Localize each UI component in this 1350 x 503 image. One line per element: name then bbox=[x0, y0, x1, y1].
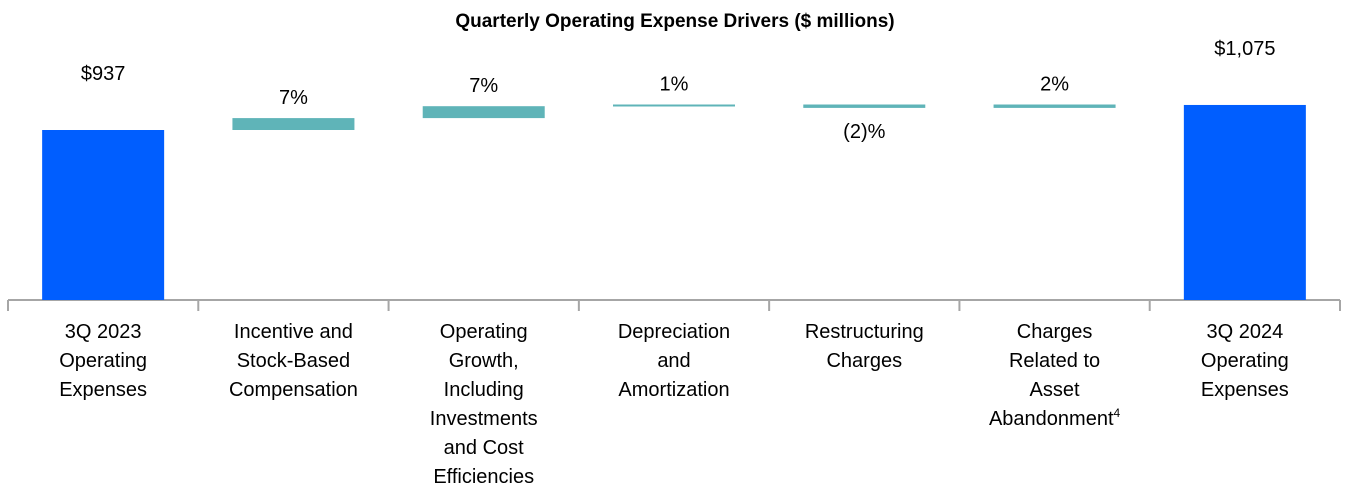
x-tick-label: Expenses bbox=[1201, 379, 1289, 401]
x-tick-label: Amortization bbox=[618, 379, 729, 401]
delta-bar bbox=[422, 106, 545, 119]
data-label: (2)% bbox=[843, 121, 885, 143]
x-tick-label: 3Q 2024 bbox=[1206, 321, 1283, 343]
footnote-marker: 4 bbox=[1114, 406, 1121, 420]
data-label: 7% bbox=[279, 87, 308, 109]
x-tick-label: 3Q 2023 bbox=[65, 321, 142, 343]
x-tick-label: Compensation bbox=[229, 379, 358, 401]
x-tick-label: Charges bbox=[1017, 321, 1093, 343]
data-label: 1% bbox=[660, 74, 689, 96]
delta-bar bbox=[993, 104, 1116, 108]
x-tick-label: Including bbox=[444, 379, 524, 401]
x-tick-label: Asset bbox=[1030, 379, 1080, 401]
x-tick-label: Investments bbox=[430, 408, 538, 430]
data-label: 2% bbox=[1040, 74, 1069, 96]
x-tick-label: Stock-Based bbox=[237, 350, 350, 372]
x-tick-label: Related to bbox=[1009, 350, 1100, 372]
delta-bar bbox=[803, 104, 926, 108]
x-tick-label: Charges bbox=[826, 350, 902, 372]
x-tick-label: Restructuring bbox=[805, 321, 924, 343]
x-tick-label: Operating bbox=[440, 321, 528, 343]
chart-title: Quarterly Operating Expense Drivers ($ m… bbox=[455, 11, 894, 32]
total-bar bbox=[1183, 104, 1306, 300]
data-label: $1,075 bbox=[1214, 38, 1275, 60]
x-tick-label: Efficiencies bbox=[433, 466, 534, 488]
x-tick-label: Operating bbox=[59, 350, 147, 372]
x-tick-label: Operating bbox=[1201, 350, 1289, 372]
x-tick-label: Incentive and bbox=[234, 321, 353, 343]
data-label: 7% bbox=[469, 75, 498, 97]
delta-bar bbox=[232, 118, 355, 130]
data-label: $937 bbox=[81, 63, 126, 85]
x-tick-label: Abandonment4 bbox=[989, 406, 1121, 430]
x-tick-label: and bbox=[657, 350, 690, 372]
x-tick-label: Expenses bbox=[59, 379, 147, 401]
x-tick-label: Depreciation bbox=[618, 321, 730, 343]
total-bar bbox=[42, 130, 165, 300]
delta-bar bbox=[613, 104, 735, 107]
x-tick-label: and Cost bbox=[444, 437, 524, 459]
x-tick-label: Growth, bbox=[449, 350, 519, 372]
